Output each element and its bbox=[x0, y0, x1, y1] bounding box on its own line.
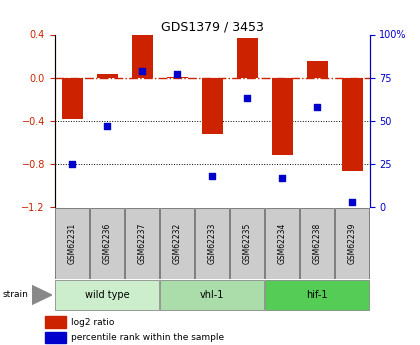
Text: wild type: wild type bbox=[85, 290, 129, 300]
Bar bbox=[307, 61, 328, 78]
Point bbox=[314, 104, 320, 110]
Title: GDS1379 / 3453: GDS1379 / 3453 bbox=[161, 20, 263, 33]
Text: log2 ratio: log2 ratio bbox=[71, 317, 115, 326]
Bar bbox=[300, 208, 334, 279]
Point bbox=[209, 173, 215, 179]
Bar bbox=[160, 208, 194, 279]
Point bbox=[104, 123, 110, 129]
Bar bbox=[335, 208, 369, 279]
Text: GSM62233: GSM62233 bbox=[207, 223, 217, 264]
Bar bbox=[202, 78, 223, 134]
Bar bbox=[236, 38, 257, 78]
Point bbox=[69, 161, 76, 167]
Text: vhl-1: vhl-1 bbox=[200, 290, 224, 300]
Point bbox=[279, 175, 286, 180]
Bar bbox=[265, 208, 299, 279]
Text: GSM62236: GSM62236 bbox=[102, 223, 112, 264]
Polygon shape bbox=[32, 285, 52, 305]
Point bbox=[244, 96, 250, 101]
Bar bbox=[195, 208, 229, 279]
Text: GSM62239: GSM62239 bbox=[348, 223, 357, 264]
Bar bbox=[230, 208, 264, 279]
Bar bbox=[62, 78, 83, 119]
Point bbox=[139, 68, 145, 73]
Bar bbox=[55, 280, 159, 310]
Text: GSM62237: GSM62237 bbox=[138, 223, 147, 264]
Text: GSM62234: GSM62234 bbox=[278, 223, 286, 264]
Bar bbox=[272, 78, 293, 155]
Bar bbox=[167, 77, 188, 78]
Text: strain: strain bbox=[2, 290, 28, 299]
Bar bbox=[341, 78, 362, 171]
Bar bbox=[55, 208, 89, 279]
Text: percentile rank within the sample: percentile rank within the sample bbox=[71, 333, 225, 342]
Bar bbox=[97, 75, 118, 78]
Point bbox=[349, 199, 355, 205]
Text: GSM62235: GSM62235 bbox=[243, 223, 252, 264]
Text: GSM62238: GSM62238 bbox=[312, 223, 322, 264]
Bar bbox=[45, 316, 66, 328]
Bar bbox=[160, 280, 264, 310]
Bar bbox=[265, 280, 369, 310]
Bar bbox=[45, 332, 66, 344]
Bar bbox=[125, 208, 159, 279]
Point bbox=[174, 71, 181, 77]
Text: GSM62232: GSM62232 bbox=[173, 223, 181, 264]
Bar bbox=[90, 208, 124, 279]
Text: hif-1: hif-1 bbox=[306, 290, 328, 300]
Text: GSM62231: GSM62231 bbox=[68, 223, 76, 264]
Bar bbox=[131, 34, 152, 78]
